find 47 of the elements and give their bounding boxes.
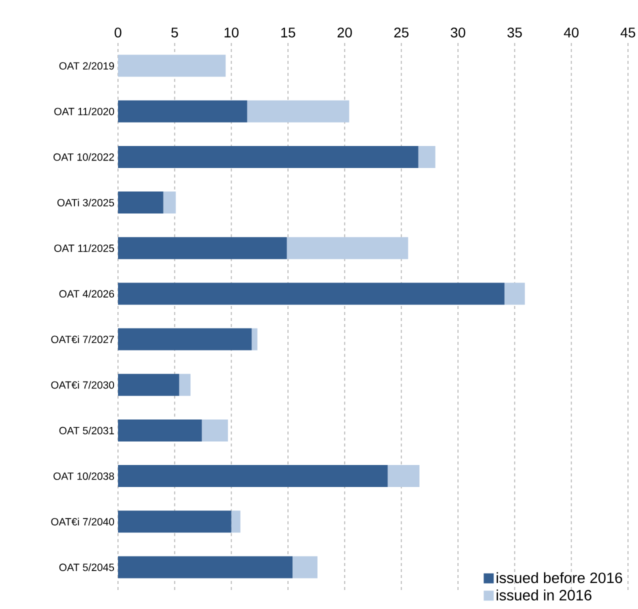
y-tick-label: OAT 4/2026 (59, 290, 114, 298)
bar (118, 282, 504, 305)
bar (252, 328, 258, 350)
bar (118, 192, 164, 214)
bar (118, 100, 248, 122)
bar (231, 510, 240, 533)
y-tick-label: OAT 5/2045 (59, 563, 114, 572)
bar (286, 237, 408, 260)
x-tick-label: 35 (507, 28, 522, 38)
bar (292, 556, 318, 578)
bar (118, 556, 293, 578)
x-tick-label: 30 (450, 28, 466, 38)
bar (163, 192, 176, 214)
legend-label: issued before 2016 (496, 572, 622, 584)
bar (118, 54, 226, 77)
y-tick-label: OAT 2/2019 (59, 62, 114, 70)
x-tick-label: 25 (394, 28, 409, 38)
bar (118, 328, 252, 350)
x-tick-label: 0 (114, 28, 122, 38)
x-tick-label: 45 (620, 28, 636, 38)
bar (202, 419, 228, 442)
x-tick-label: 15 (281, 28, 296, 38)
bar (388, 465, 420, 488)
bar (118, 465, 388, 488)
y-tick-label: OAT€i 7/2027 (51, 335, 114, 344)
x-tick-label: 40 (564, 28, 579, 38)
y-tick-label: OAT 5/2031 (59, 426, 114, 434)
x-tick-label: 20 (338, 28, 352, 38)
bar (118, 237, 287, 260)
bar (504, 282, 525, 305)
y-tick-label: OAT 10/2038 (54, 472, 114, 480)
y-tick-label: OAT 11/2025 (54, 244, 114, 252)
bar (418, 146, 436, 168)
y-tick-label: OAT 11/2020 (54, 108, 114, 116)
bar (118, 374, 180, 396)
bar (179, 374, 191, 396)
x-tick-label: 10 (224, 28, 239, 38)
legend-label: issued in 2016 (496, 590, 592, 600)
bar (118, 419, 202, 442)
bar (247, 100, 350, 122)
y-tick-label: OAT€i 7/2040 (51, 518, 114, 526)
y-tick-label: OAT 10/2022 (54, 153, 114, 161)
x-tick-label: 5 (171, 28, 178, 38)
bar (118, 146, 418, 168)
y-tick-label: OATi 3/2025 (57, 198, 114, 206)
bar (118, 510, 232, 533)
y-tick-label: OAT€i 7/2030 (51, 381, 114, 389)
